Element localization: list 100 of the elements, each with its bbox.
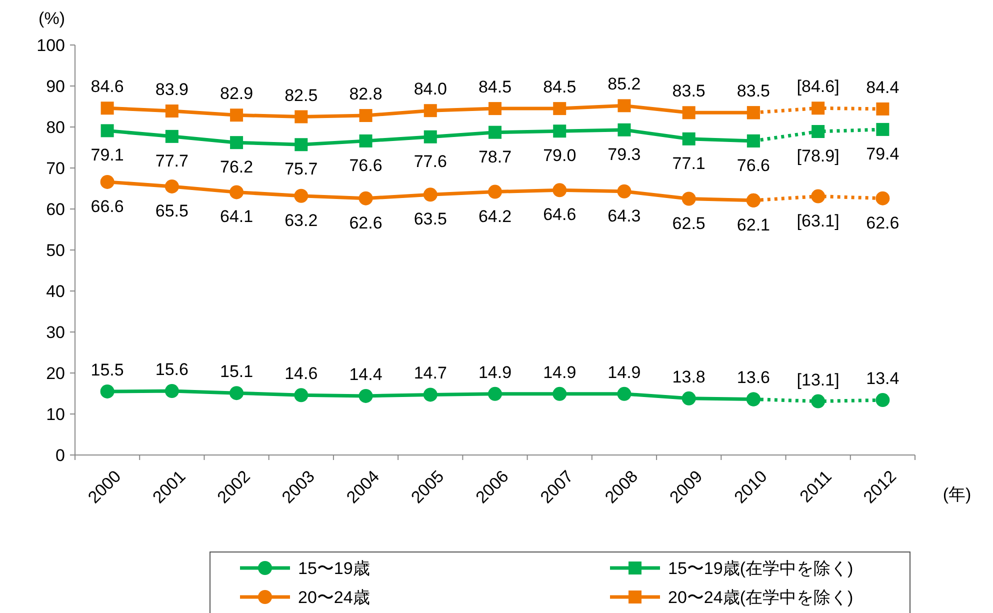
data-label: 79.1 [90, 146, 124, 165]
legend-label: 15〜19歳 [298, 559, 370, 578]
point [812, 125, 825, 138]
point [746, 193, 760, 208]
point [746, 392, 760, 406]
point [876, 122, 890, 136]
data-label: 62.1 [736, 215, 770, 234]
point [230, 185, 244, 200]
data-label: 62.5 [672, 214, 706, 233]
data-label: 14.7 [414, 364, 447, 383]
data-label: 77.6 [414, 152, 447, 171]
point [423, 188, 438, 202]
data-label: 13.8 [672, 367, 706, 386]
data-label: 66.6 [90, 196, 124, 216]
point [294, 388, 308, 402]
point [230, 386, 244, 400]
data-label: 62.6 [866, 213, 900, 232]
data-label: [84.6] [796, 77, 840, 96]
legend-label: 20〜24歳(在学中を除く) [668, 588, 854, 607]
x-axis-title: (年) [942, 485, 972, 504]
data-label: 77.1 [672, 154, 706, 173]
data-label: 84.5 [543, 78, 576, 97]
y-tick-label: 90 [46, 77, 65, 96]
y-tick-label: 100 [36, 36, 65, 55]
point [424, 104, 437, 118]
data-label: 79.3 [608, 144, 641, 164]
y-tick-label: 10 [46, 405, 65, 424]
point [876, 393, 890, 408]
legend-label: 15〜19歳(在学中を除く) [668, 559, 854, 578]
data-label: 14.4 [349, 364, 382, 384]
point [553, 102, 566, 116]
data-label: 14.9 [478, 362, 512, 382]
data-label: 14.9 [543, 362, 576, 382]
data-label: 75.7 [284, 160, 318, 179]
point [746, 106, 760, 120]
y-axis-title: (%) [38, 9, 65, 28]
point [100, 124, 114, 138]
point [359, 134, 372, 148]
data-label: [63.1] [796, 211, 840, 230]
point [165, 130, 178, 143]
data-label: 64.2 [478, 206, 512, 226]
data-label: 76.2 [220, 158, 254, 177]
point [552, 183, 567, 198]
data-label: 63.2 [284, 210, 318, 230]
point [682, 132, 696, 146]
data-label: 84.4 [866, 78, 900, 97]
point [811, 189, 826, 204]
point [100, 174, 114, 189]
point [165, 104, 178, 118]
data-label: 76.6 [736, 156, 770, 175]
point [617, 386, 632, 401]
point [552, 386, 567, 401]
y-tick-label: 20 [46, 364, 65, 383]
point [424, 130, 437, 144]
point [100, 384, 114, 398]
point [164, 179, 179, 194]
y-tick-label: 40 [46, 282, 65, 301]
point [294, 110, 308, 124]
point [617, 184, 632, 198]
data-label: 82.8 [349, 84, 382, 104]
data-label: 83.5 [672, 82, 706, 101]
data-label: 65.5 [155, 201, 188, 220]
data-label: [13.1] [796, 370, 840, 390]
point [682, 391, 696, 406]
point [164, 384, 179, 398]
data-label: 64.1 [220, 207, 254, 226]
data-label: 84.5 [478, 78, 512, 97]
data-label: 79.0 [543, 146, 576, 166]
data-label: 13.4 [866, 369, 900, 388]
point [488, 102, 502, 116]
point [618, 99, 631, 112]
point [746, 134, 760, 148]
point [682, 192, 696, 206]
data-label: 84.0 [414, 80, 447, 99]
point [488, 184, 502, 199]
y-tick-label: 30 [46, 323, 65, 342]
point [358, 388, 373, 403]
point [488, 126, 502, 139]
data-label: 82.9 [220, 84, 254, 104]
data-label: 82.5 [284, 86, 318, 105]
data-label: 79.4 [866, 144, 900, 164]
data-label: 15.1 [220, 362, 254, 382]
data-label: 63.5 [414, 210, 447, 229]
point [553, 124, 566, 138]
data-label: 83.9 [155, 80, 188, 100]
data-label: 64.3 [608, 206, 641, 226]
point [294, 188, 308, 203]
data-label: 64.6 [543, 205, 576, 224]
data-label: 15.6 [155, 360, 188, 380]
y-tick-label: 80 [46, 118, 65, 137]
point [488, 386, 502, 401]
point [230, 108, 244, 122]
point [811, 394, 826, 408]
data-label: 77.7 [155, 151, 188, 170]
point [359, 109, 372, 122]
y-tick-label: 50 [46, 241, 65, 260]
point [294, 138, 308, 152]
data-label: 13.6 [736, 368, 770, 388]
legend-label: 20〜24歳 [298, 588, 370, 607]
data-label: 78.7 [478, 147, 512, 166]
